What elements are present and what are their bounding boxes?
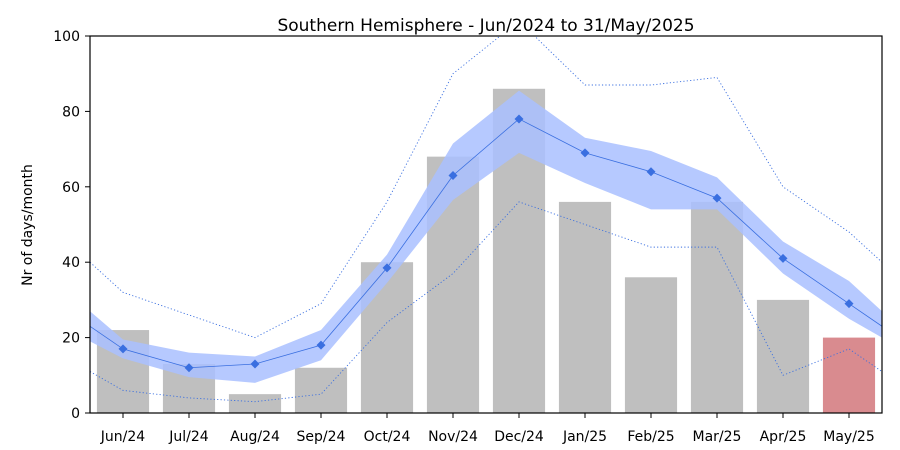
- mean-point-feb-25: [646, 167, 656, 177]
- x-tick-label: Jan/25: [562, 429, 607, 445]
- y-tick-label: 40: [62, 255, 80, 271]
- mean-line: [90, 118, 882, 369]
- x-tick-label: Aug/24: [230, 429, 280, 445]
- bar-apr-25: [756, 299, 810, 413]
- band-area: [90, 90, 882, 383]
- x-tick-label: Feb/25: [627, 429, 674, 445]
- bar-sep-24: [294, 367, 348, 413]
- mean-point-jan-25: [580, 148, 590, 158]
- chart-title: Southern Hemisphere - Jun/2024 to 31/May…: [277, 16, 694, 36]
- y-axis-label: Nr of days/month: [20, 164, 36, 286]
- mean-point-jun-24: [118, 344, 128, 354]
- series-layer: [90, 36, 882, 413]
- y-tick-label: 60: [62, 180, 80, 196]
- mean-point-may-25: [844, 299, 854, 309]
- x-tick-label: Dec/24: [494, 429, 544, 445]
- bar-feb-25: [624, 277, 678, 413]
- x-tick-label: Jun/24: [100, 429, 145, 445]
- x-tick-label: Mar/25: [693, 429, 742, 445]
- mean-point-aug-24: [250, 359, 260, 369]
- y-tick-label: 80: [62, 104, 80, 120]
- mean-point-apr-25: [778, 253, 788, 263]
- bar-mar-25: [690, 201, 744, 413]
- bar-jan-25: [558, 201, 612, 413]
- mean-point-nov-24: [448, 170, 458, 180]
- x-tick-label: Sep/24: [297, 429, 346, 445]
- x-tick-label: Oct/24: [364, 429, 411, 445]
- mean-point-dec-24: [514, 114, 524, 124]
- x-tick-label: Nov/24: [428, 429, 478, 445]
- mean-point-sep-24: [316, 340, 326, 350]
- max-line: [90, 36, 882, 339]
- x-tick-label: Apr/25: [760, 429, 807, 445]
- y-tick-label: 100: [53, 29, 80, 45]
- x-tick-label: May/25: [823, 429, 874, 445]
- axes-frame: [89, 35, 883, 414]
- y-tick-label: 20: [62, 331, 80, 347]
- bar-may-25: [822, 337, 876, 413]
- bar-aug-24: [228, 394, 282, 413]
- plot-area: 0 20 40 60 80 100 Jun/24 Jul/24 Aug/24 Sep/24 Oct/…: [53, 29, 883, 445]
- mean-point-jul-24: [184, 363, 194, 373]
- y-tick-label: 0: [71, 406, 80, 422]
- mean-point-oct-24: [382, 263, 392, 273]
- x-tick-label: Jul/24: [168, 429, 209, 445]
- mean-point-mar-25: [712, 193, 722, 203]
